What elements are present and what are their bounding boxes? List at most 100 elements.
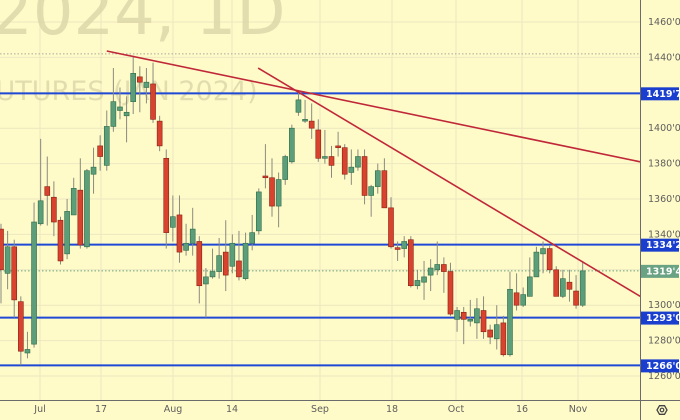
x-tick-label: 18 (386, 404, 398, 415)
candle-body (408, 239, 414, 287)
level-price-label: 1266'0 (646, 361, 680, 372)
candle (381, 158, 388, 209)
candle-body (546, 248, 553, 271)
candle-body (90, 166, 97, 175)
x-tick-label: Oct (448, 404, 465, 415)
candle-body (322, 156, 328, 159)
candle (222, 220, 229, 292)
candle (57, 216, 64, 265)
x-tick-label: 16 (516, 404, 528, 415)
candle (361, 149, 368, 205)
candle-body (553, 269, 560, 297)
candle (414, 269, 421, 290)
x-tick-label: Aug (164, 404, 183, 415)
candle (394, 241, 401, 261)
candle-body (64, 211, 70, 255)
candle-body (573, 290, 579, 306)
candle-body (196, 241, 203, 287)
candle (474, 298, 480, 339)
candle-body (117, 106, 123, 111)
candle (170, 195, 176, 242)
candle (130, 55, 136, 115)
candle (31, 202, 37, 348)
candle (137, 66, 143, 113)
candle-body (302, 119, 308, 122)
candle (401, 236, 408, 258)
candle-body (341, 147, 348, 175)
candle (229, 234, 236, 274)
candle (328, 145, 335, 178)
candle-body (388, 207, 394, 248)
candle-body (31, 221, 37, 345)
levels (0, 92, 640, 367)
candle-body (441, 264, 447, 272)
candle (90, 147, 97, 194)
price-labels: 1419'7 1334'2 1293'0 1266'0 1319'4 (641, 87, 680, 373)
level-price-label: 1334'2 (646, 240, 680, 251)
candle (143, 68, 150, 104)
candle-body (103, 126, 110, 166)
candle (249, 214, 255, 251)
candle-body (579, 270, 586, 306)
time-axis-ticks[interactable]: Jul 17 Aug 14 Sep 18 Oct 16 Nov (33, 404, 587, 415)
price-axis[interactable] (640, 0, 680, 420)
candle (77, 158, 84, 249)
candles (0, 55, 586, 366)
candle-body (421, 276, 427, 283)
candle (262, 144, 269, 189)
candle (493, 305, 500, 350)
candle-body (454, 310, 460, 320)
candle-body (77, 189, 84, 246)
level-price-label: 1419'7 (646, 89, 680, 100)
candle (533, 246, 540, 278)
candle (163, 149, 170, 249)
candle (315, 119, 322, 162)
candle-body (394, 247, 401, 250)
candle (11, 239, 18, 318)
candle (103, 110, 110, 171)
candle-body (361, 156, 368, 196)
candle-body (37, 200, 44, 225)
x-tick-label: Nov (569, 404, 588, 415)
candle (269, 158, 275, 217)
candle-body (51, 196, 57, 223)
candle (374, 163, 381, 194)
x-tick-label: 14 (226, 404, 238, 415)
candle (454, 306, 460, 332)
y-tick-label: 1300'0 (648, 300, 680, 311)
candle (64, 199, 70, 260)
candle (467, 299, 474, 327)
candle-body (533, 251, 540, 278)
candle-body (24, 349, 31, 354)
y-tick-label: 1400'0 (648, 123, 680, 134)
candle (355, 149, 361, 171)
candle (507, 271, 513, 357)
candle (51, 181, 57, 237)
candle-body (566, 281, 573, 290)
candle-body (401, 241, 408, 249)
x-tick-label: 17 (95, 404, 107, 415)
candle (322, 129, 328, 164)
candle-body (110, 101, 117, 127)
candle-body (97, 145, 103, 157)
candle-body (255, 191, 262, 232)
candle (156, 115, 163, 152)
candle-body (18, 301, 24, 352)
candle (408, 236, 414, 288)
candle (183, 223, 189, 256)
candle-body (222, 251, 229, 276)
candle-body (176, 214, 183, 253)
candle (110, 68, 117, 132)
gear-icon[interactable] (656, 405, 668, 415)
trend-lines (106, 50, 641, 298)
candle (388, 197, 394, 249)
candle (44, 156, 51, 226)
candle-body (540, 248, 546, 255)
candle-body (11, 246, 18, 301)
candle-body (355, 156, 361, 168)
candle-body (467, 319, 474, 322)
candle (460, 306, 467, 345)
candle (500, 315, 507, 357)
